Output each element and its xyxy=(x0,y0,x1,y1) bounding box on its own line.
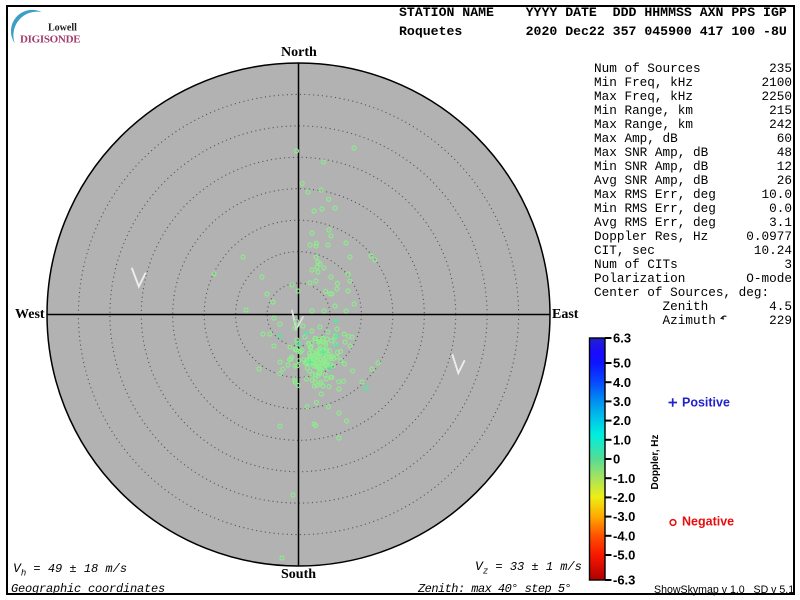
svg-text:DIGISONDE: DIGISONDE xyxy=(20,34,80,46)
svg-text:Positive: Positive xyxy=(682,396,730,410)
svg-text:Doppler, Hz: Doppler, Hz xyxy=(650,434,661,489)
svg-text:6.3: 6.3 xyxy=(613,331,631,346)
svg-text:3.0: 3.0 xyxy=(613,394,631,409)
svg-text:5.0: 5.0 xyxy=(613,356,631,371)
svg-text:0: 0 xyxy=(613,452,620,467)
svg-text:Negative: Negative xyxy=(682,515,734,529)
svg-text:-5.0: -5.0 xyxy=(613,548,635,563)
svg-text:-3.0: -3.0 xyxy=(613,509,635,524)
svg-text:1.0: 1.0 xyxy=(613,432,631,447)
svg-text:-6.3: -6.3 xyxy=(613,573,635,588)
svg-text:Lowell: Lowell xyxy=(48,22,77,33)
svg-text:-4.0: -4.0 xyxy=(613,528,635,543)
svg-text:-1.0: -1.0 xyxy=(613,471,635,486)
svg-text:-2.0: -2.0 xyxy=(613,490,635,505)
svg-text:4.0: 4.0 xyxy=(613,375,631,390)
svg-text:2.0: 2.0 xyxy=(613,413,631,428)
